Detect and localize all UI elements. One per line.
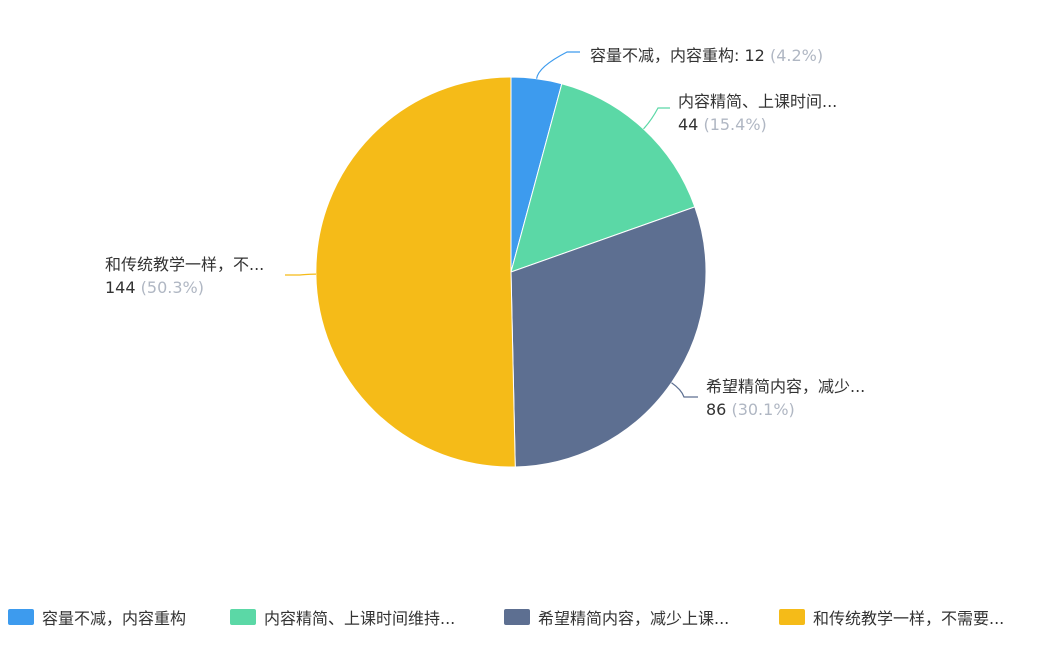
slice-label-3-value: 144 xyxy=(105,278,136,297)
slice-label-0-name: 容量不减，内容重构 xyxy=(590,46,734,65)
legend-item-2[interactable]: 希望精简内容，减少上课... xyxy=(504,603,729,631)
legend-item-3[interactable]: 和传统教学一样，不需要... xyxy=(779,603,1004,631)
slice-label-3-percent: (50.3%) xyxy=(141,278,204,297)
slice-label-2-value: 86 xyxy=(706,400,726,419)
slice-label-0-percent: (4.2%) xyxy=(770,46,823,65)
slice-label-1-value: 44 xyxy=(678,115,698,134)
legend-swatch-2 xyxy=(504,609,530,625)
legend-swatch-3 xyxy=(779,609,805,625)
pie-slices xyxy=(315,76,707,468)
slice-label-1: 44 (15.4%) xyxy=(678,115,767,134)
leader-line-3 xyxy=(285,273,317,276)
legend-label-0: 容量不减，内容重构 xyxy=(42,609,187,628)
legend-label-3: 和传统教学一样，不需要... xyxy=(813,609,1005,628)
pie-slice-3[interactable] xyxy=(315,76,516,468)
legend-label-1: 内容精简、上课时间维持... xyxy=(264,609,456,628)
slice-label-0-value: 12 xyxy=(745,46,765,65)
leader-line-0 xyxy=(536,51,580,79)
legend-swatch-1 xyxy=(230,609,256,625)
slice-label-2: 86 (30.1%) xyxy=(706,400,795,419)
slice-label-2-percent: (30.1%) xyxy=(731,400,794,419)
slice-label-3-name: 和传统教学一样，不... xyxy=(105,255,264,274)
legend-label-2: 希望精简内容，减少上课... xyxy=(538,609,730,628)
slice-label-1-name: 内容精简、上课时间... xyxy=(678,92,837,111)
legend-item-1[interactable]: 内容精简、上课时间维持... xyxy=(230,603,455,631)
slice-label-0: 容量不减，内容重构: 12 (4.2%) xyxy=(590,46,823,65)
leader-line-2 xyxy=(671,382,698,398)
legend-item-0[interactable]: 容量不减，内容重构 xyxy=(8,603,186,631)
legend-swatch-0 xyxy=(8,609,34,625)
slice-label-3: 144 (50.3%) xyxy=(105,278,204,297)
legend: 容量不减，内容重构 内容精简、上课时间维持... 希望精简内容，减少上课... … xyxy=(0,603,1042,631)
pie-slice-1[interactable] xyxy=(510,83,696,273)
label-leader-lines xyxy=(285,51,698,398)
slice-label-2-name: 希望精简内容，减少... xyxy=(706,377,865,396)
leader-line-1 xyxy=(643,107,670,130)
slice-label-1-percent: (15.4%) xyxy=(703,115,766,134)
pie-slice-2[interactable] xyxy=(510,206,707,468)
